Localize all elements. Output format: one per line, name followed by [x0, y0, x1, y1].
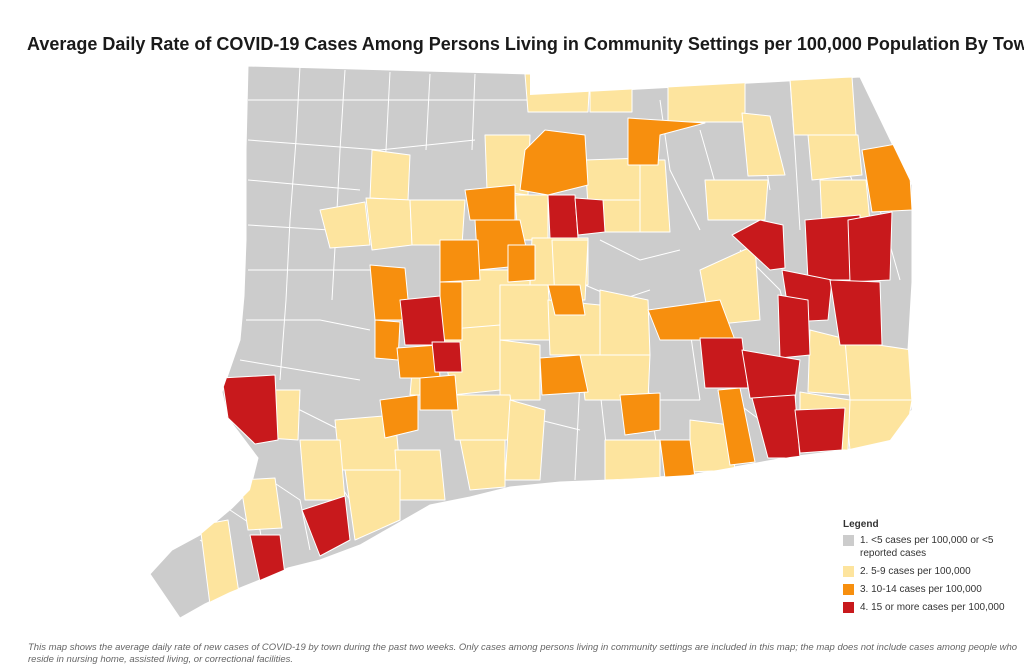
- map-legend: Legend 1. <5 cases per 100,000 or <5 rep…: [843, 519, 1021, 619]
- town-shape: [574, 197, 606, 236]
- towns-level-4: [221, 194, 893, 583]
- town-shape: [844, 399, 912, 451]
- town-shape: [507, 244, 536, 283]
- town-shape: [639, 159, 671, 233]
- town-shape: [731, 219, 786, 271]
- legend-swatch-red: [843, 602, 854, 613]
- legend-label: 2. 5-9 cases per 100,000: [860, 566, 971, 577]
- town-shape: [301, 495, 351, 557]
- town-shape: [379, 394, 419, 439]
- town-shape: [547, 284, 586, 316]
- town-shape: [659, 439, 696, 479]
- legend-item-level-2: 2. 5-9 cases per 100,000: [843, 565, 1021, 578]
- town-shape: [221, 374, 279, 445]
- town-shape: [589, 73, 633, 113]
- legend-label: 3. 10-14 cases per 100,000: [860, 584, 982, 595]
- town-shape: [619, 392, 661, 436]
- legend-title: Legend: [843, 519, 879, 530]
- town-shape: [299, 439, 346, 501]
- town-shape: [777, 294, 811, 359]
- town-shape: [499, 284, 553, 341]
- legend-label: 4. 15 or more cases per 100,000: [860, 602, 1005, 613]
- town-shape: [344, 469, 401, 541]
- town-shape: [547, 194, 579, 239]
- town-shape: [499, 339, 541, 401]
- town-shape: [604, 439, 661, 481]
- town-shape: [704, 179, 769, 221]
- town-shape: [579, 354, 651, 401]
- town-shape: [741, 112, 786, 177]
- town-shape: [699, 337, 749, 389]
- town-shape: [439, 239, 481, 283]
- town-shape: [717, 387, 756, 466]
- town-shape: [319, 201, 371, 249]
- town-shape: [539, 354, 589, 396]
- town-shape: [239, 477, 283, 531]
- legend-swatch-grey: [843, 535, 854, 546]
- legend-item-level-1: 1. <5 cases per 100,000 or <5 reported c…: [843, 534, 1021, 560]
- town-shape: [374, 319, 401, 361]
- legend-label: 1. <5 cases per 100,000 or <5 reported c…: [860, 535, 994, 559]
- town-shape: [599, 289, 651, 356]
- town-shape: [504, 399, 546, 481]
- legend-swatch-yellow: [843, 566, 854, 577]
- town-shape: [847, 211, 893, 283]
- legend-swatch-orange: [843, 584, 854, 595]
- town-shape: [464, 184, 516, 221]
- town-shape: [369, 149, 411, 201]
- town-shape: [794, 407, 846, 454]
- legend-item-level-4: 4. 15 or more cases per 100,000: [843, 601, 1021, 614]
- town-shape: [399, 295, 446, 346]
- town-shape: [829, 279, 883, 346]
- town-shape: [599, 199, 641, 233]
- legend-item-level-3: 3. 10-14 cases per 100,000: [843, 583, 1021, 596]
- town-shape: [667, 73, 746, 123]
- map-title: Average Daily Rate of COVID-19 Cases Amo…: [27, 34, 1024, 54]
- town-shape: [394, 449, 446, 501]
- town-shape: [789, 76, 857, 136]
- town-shape: [449, 394, 516, 441]
- map-footnote: This map shows the average daily rate of…: [28, 642, 1018, 665]
- town-shape: [807, 134, 863, 181]
- towns-level-3: [369, 117, 912, 479]
- town-shape: [409, 199, 466, 246]
- town-shape: [844, 339, 912, 401]
- town-shape: [365, 197, 413, 251]
- town-shape: [419, 374, 459, 411]
- town-shape: [627, 117, 706, 166]
- town-shape: [459, 439, 506, 491]
- town-shape: [431, 341, 463, 373]
